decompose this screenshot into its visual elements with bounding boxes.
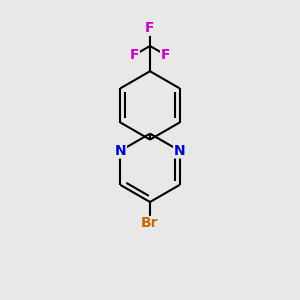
Text: N: N <box>174 144 185 158</box>
Text: N: N <box>115 144 126 158</box>
Text: F: F <box>130 48 139 62</box>
Text: F: F <box>161 48 170 62</box>
Text: Br: Br <box>141 216 159 230</box>
Text: F: F <box>145 21 155 35</box>
